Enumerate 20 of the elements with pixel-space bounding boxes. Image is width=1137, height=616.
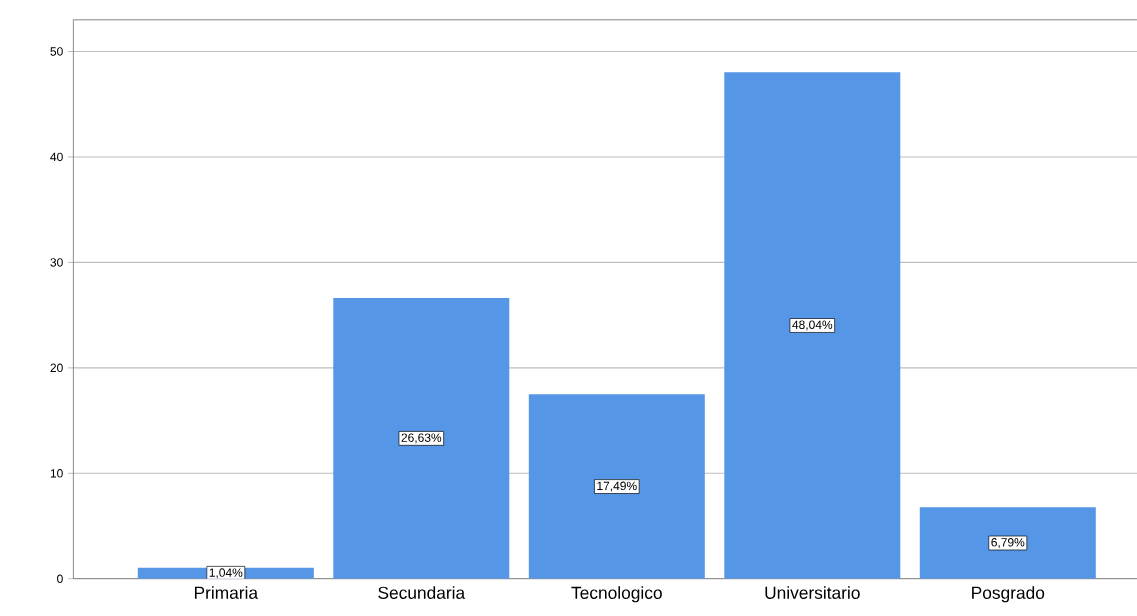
y-tick-label: 0 [57, 574, 63, 584]
y-tick-label: 40 [50, 152, 63, 162]
x-tick-label: Tecnologico [571, 586, 662, 603]
data-label: 17,49% [597, 481, 637, 492]
data-label: 1,04% [209, 568, 243, 579]
y-tick-label: 30 [50, 258, 63, 267]
y-tick-label: 10 [50, 469, 63, 478]
y-tick-label: 50 [50, 47, 63, 56]
data-label: 6,79% [991, 538, 1025, 548]
bar [528, 394, 705, 579]
data-label: 26,63% [401, 433, 442, 444]
x-tick-label: Secundaria [378, 586, 466, 599]
x-tick-label: Posgrado [972, 586, 1045, 603]
bar [919, 507, 1096, 579]
data-label: 48,04% [792, 320, 833, 331]
x-tick-label: Primaria [194, 586, 259, 599]
y-tick-label: 20 [50, 363, 63, 373]
bar [724, 72, 901, 579]
x-tick-label: Universitario [765, 586, 860, 599]
bar [333, 297, 510, 579]
